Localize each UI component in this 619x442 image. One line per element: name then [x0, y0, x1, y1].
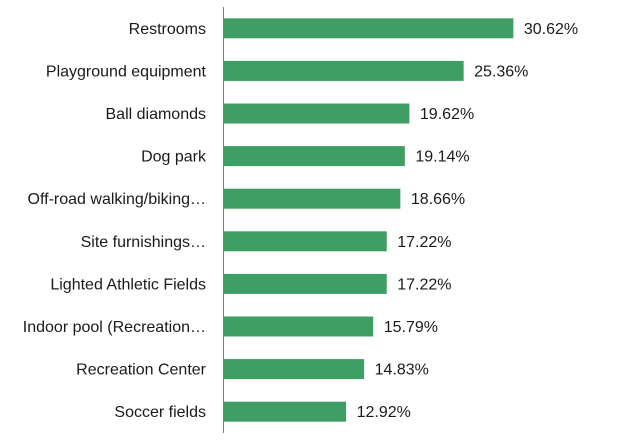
category-label: Restrooms [129, 21, 206, 38]
category-label: Recreation Center [76, 362, 207, 379]
bar [224, 316, 374, 337]
bar [224, 103, 410, 124]
category-labels: Restrooms Playground equipment Ball diamon… [23, 21, 207, 421]
category-label: Ball diamonds [106, 106, 207, 123]
data-label: 17.22% [397, 276, 451, 293]
category-label: Site furnishings… [81, 234, 206, 251]
data-label: 15.79% [384, 319, 438, 336]
bar [224, 188, 401, 209]
data-label: 14.83% [375, 362, 429, 379]
bar [224, 60, 464, 81]
category-label: Off-road walking/biking… [28, 191, 206, 208]
data-label: 18.66% [411, 191, 465, 208]
data-label: 25.36% [474, 63, 528, 80]
bar-group [224, 18, 514, 422]
bar [224, 146, 405, 167]
data-label: 19.14% [415, 149, 469, 166]
data-label: 19.62% [420, 106, 474, 123]
category-label: Playground equipment [46, 63, 207, 80]
data-label: 17.22% [397, 234, 451, 251]
data-label: 12.92% [357, 404, 411, 421]
category-label: Lighted Athletic Fields [50, 276, 206, 293]
bar [224, 231, 387, 252]
bar [224, 273, 387, 294]
category-label: Indoor pool (Recreation… [23, 319, 206, 336]
value-labels: 30.62% 25.36% 19.62% 19.14% 18.66% 17.22% 17.2… [357, 21, 579, 421]
bar [224, 18, 514, 39]
category-label: Dog park [141, 149, 207, 166]
bar [224, 359, 365, 380]
data-label: 30.62% [524, 21, 578, 38]
category-label: Soccer fields [114, 404, 206, 421]
bar [224, 401, 347, 422]
